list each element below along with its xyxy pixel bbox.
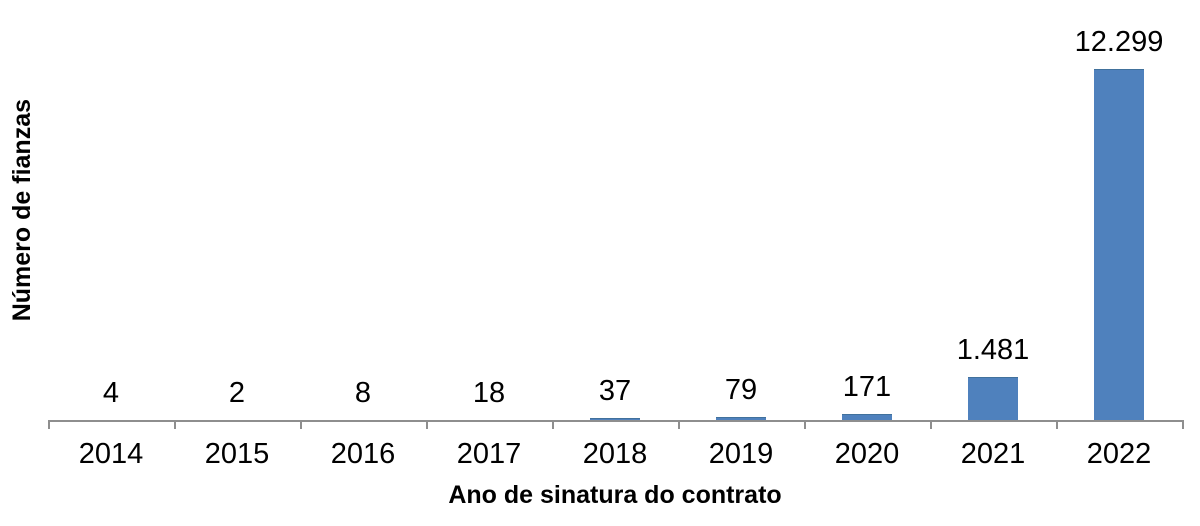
y-axis-title: Número de fianzas [7,98,36,322]
x-axis-tick [1182,420,1184,429]
plot-area: 4 2 8 18 37 79 171 1.481 12.299 [48,0,1182,420]
x-tick-label-2014: 2014 [78,438,144,470]
x-tick-label-2020: 2020 [834,438,900,470]
value-label-2014: 4 [102,377,120,409]
value-label-2017: 18 [472,376,506,409]
x-axis-tick [426,420,428,429]
bar-2021 [968,376,1018,420]
x-axis-tick [48,420,50,429]
bar-2019 [716,416,766,420]
x-axis-tick [552,420,554,429]
bar-2018 [590,417,640,420]
x-axis-tick-labels: 2014 2015 2016 2017 2018 2019 2020 2021 2022 [48,438,1182,471]
bar-2017 [464,419,514,420]
x-axis-title: Ano de sinatura do contrato [448,481,782,509]
x-axis-tick [1056,420,1058,429]
value-label-2022: 12.299 [1074,26,1164,59]
bars-container: 4 2 8 18 37 79 171 1.481 12.299 [48,0,1182,420]
value-label-2016: 8 [354,376,372,409]
bar-group-2021: 1.481 [930,0,1056,420]
value-label-2015: 2 [228,377,246,410]
bar-group-2017: 18 [426,0,552,420]
bar-2022 [1094,69,1144,420]
value-label-2021: 1.481 [956,333,1030,366]
bar-group-2018: 37 [552,0,678,420]
x-tick-label-2021: 2021 [960,438,1026,470]
value-label-2020: 171 [842,371,892,404]
bar-group-2014: 4 [48,0,174,420]
x-axis-tick [678,420,680,429]
x-axis-tick [930,420,932,429]
value-label-2018: 37 [598,375,632,408]
x-axis-line [48,420,1184,422]
bar-group-2019: 79 [678,0,804,420]
bar-group-2016: 8 [300,0,426,420]
x-tick-label-2018: 2018 [582,438,648,470]
x-axis-tick [804,420,806,429]
value-label-2019: 79 [724,373,758,406]
x-tick-label-2022: 2022 [1086,438,1152,470]
y-axis-title-container: Número de fianzas [2,10,42,410]
x-tick-label-2019: 2019 [708,438,774,470]
bar-group-2015: 2 [174,0,300,420]
x-tick-label-2016: 2016 [330,438,396,470]
bar-2020 [842,414,892,420]
x-axis-tick [174,420,176,429]
bar-group-2020: 171 [804,0,930,420]
x-axis-tick [300,420,302,429]
x-tick-label-2015: 2015 [204,438,270,470]
x-tick-label-2017: 2017 [456,438,522,470]
bar-group-2022: 12.299 [1056,0,1182,420]
